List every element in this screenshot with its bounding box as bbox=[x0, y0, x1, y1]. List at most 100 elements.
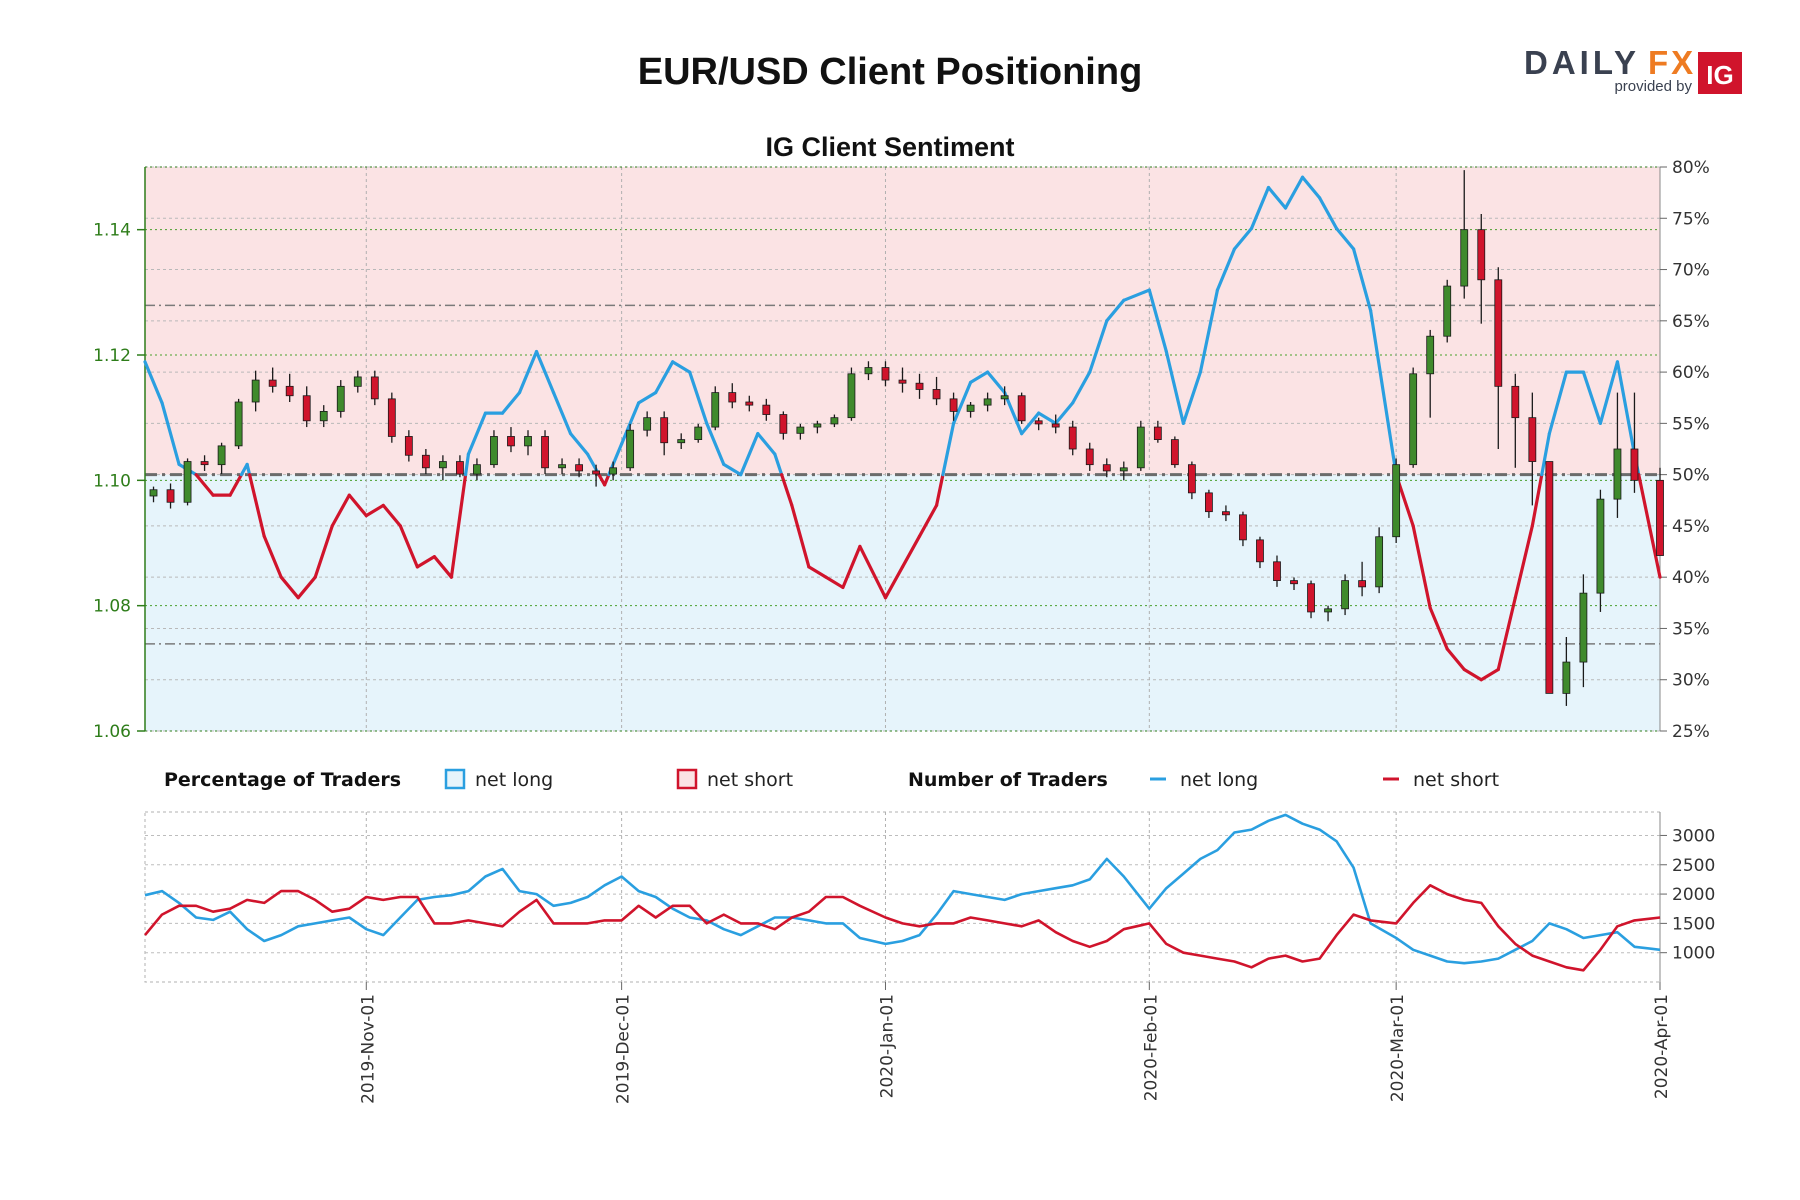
sentiment-segment bbox=[824, 575, 845, 590]
sentiment-segment bbox=[415, 555, 436, 569]
sentiment-segment bbox=[1540, 432, 1551, 477]
sentiment-segment bbox=[705, 421, 726, 466]
bear-candle bbox=[1222, 511, 1230, 516]
legend: Percentage of Traders net long net short Nu… bbox=[164, 768, 1499, 791]
pct-tick-label: 30% bbox=[1672, 671, 1710, 691]
price-tick-label: 1.10 bbox=[93, 471, 131, 491]
ig-badge bbox=[1698, 52, 1742, 94]
sentiment-segment bbox=[1547, 370, 1568, 436]
count-net-short-line bbox=[143, 883, 1661, 972]
bull-candle bbox=[1341, 580, 1349, 610]
bull-candle bbox=[149, 489, 158, 497]
bull-candle bbox=[813, 423, 822, 428]
bear-candle bbox=[1034, 420, 1043, 425]
sentiment-segment bbox=[296, 575, 317, 600]
count-net-long-line bbox=[144, 813, 1661, 965]
bull-candle bbox=[830, 417, 839, 425]
legend-pct-short-label: net short bbox=[707, 769, 793, 791]
bear-candle bbox=[898, 379, 907, 384]
bull-candle bbox=[217, 445, 226, 466]
sentiment-segment bbox=[841, 544, 862, 590]
sentiment-segment bbox=[620, 401, 641, 446]
pct-tick-label: 55% bbox=[1672, 414, 1710, 434]
pct-tick-label: 70% bbox=[1672, 261, 1710, 281]
sentiment-segment bbox=[500, 391, 522, 415]
x-tick-label: 2019-Dec-01 bbox=[614, 994, 634, 1104]
sentiment-segment bbox=[986, 370, 1007, 395]
bull-candle bbox=[1119, 467, 1128, 472]
bear-candle bbox=[762, 404, 771, 415]
ig-badge-label: IG bbox=[1706, 60, 1733, 90]
sentiment-segment bbox=[1164, 349, 1185, 425]
sentiment-segment bbox=[756, 432, 777, 456]
sentiment-segment bbox=[247, 473, 266, 538]
sentiment-segment bbox=[1198, 288, 1220, 374]
sentiment-segment bbox=[1496, 596, 1517, 672]
sentiment-segment bbox=[160, 401, 181, 466]
bull-candle bbox=[711, 392, 720, 428]
sentiment-segment bbox=[1215, 247, 1237, 292]
bull-candle bbox=[1579, 592, 1588, 663]
sentiment-segment bbox=[1411, 524, 1432, 610]
bear-candle bbox=[507, 436, 515, 447]
bear-candle bbox=[1017, 395, 1026, 422]
bear-candle bbox=[728, 392, 737, 403]
sentiment-segment bbox=[1334, 226, 1356, 251]
sentiment-segment bbox=[262, 534, 283, 579]
x-tick-label: 2020-Feb-01 bbox=[1141, 994, 1161, 1101]
pct-tick-label: 35% bbox=[1672, 619, 1710, 639]
sentiment-segment bbox=[671, 360, 692, 374]
bull-candle bbox=[643, 417, 652, 431]
sentiment-segment bbox=[313, 524, 334, 579]
bear-candle bbox=[1511, 385, 1520, 419]
bull-candle bbox=[677, 439, 686, 444]
bear-candle bbox=[1358, 580, 1367, 588]
price-tick-label: 1.08 bbox=[93, 597, 131, 617]
bear-candle bbox=[932, 389, 941, 400]
sentiment-segment bbox=[1020, 411, 1041, 436]
bull-candle bbox=[473, 464, 481, 475]
dailyfx-logo: DAILY FX provided by IG bbox=[1524, 44, 1742, 95]
sentiment-segment bbox=[1300, 175, 1322, 200]
bull-candle bbox=[1136, 426, 1145, 469]
sentiment-segment bbox=[1249, 185, 1271, 231]
bull-candle bbox=[847, 373, 856, 419]
chart-subtitle: IG Client Sentiment bbox=[765, 132, 1014, 162]
sentiment-segment bbox=[330, 493, 351, 528]
sentiment-segment bbox=[364, 503, 385, 518]
net-long-zone bbox=[145, 474, 1660, 731]
sentiment-segment bbox=[1581, 370, 1603, 425]
sentiment-segment bbox=[1615, 360, 1637, 456]
bear-candle bbox=[1170, 439, 1179, 466]
price-tick-label: 1.06 bbox=[93, 722, 131, 742]
x-tick-label: 2020-Jan-01 bbox=[877, 994, 897, 1098]
bear-candle bbox=[302, 395, 311, 422]
pct-tick-label: 50% bbox=[1672, 466, 1710, 486]
legend-num-short-label: net short bbox=[1413, 769, 1499, 791]
chart-title: EUR/USD Client Positioning bbox=[638, 51, 1143, 93]
legend-pct-short-swatch bbox=[676, 768, 698, 790]
sentiment-segment bbox=[245, 462, 252, 477]
sentiment-segment bbox=[466, 411, 488, 456]
bull-candle bbox=[319, 410, 328, 422]
sentiment-segment bbox=[1232, 226, 1254, 251]
bear-candle bbox=[949, 398, 958, 412]
bear-candle bbox=[1630, 448, 1639, 481]
bull-candle bbox=[1426, 335, 1435, 375]
sentiment-segment bbox=[1266, 185, 1288, 210]
bear-candle bbox=[1545, 461, 1554, 694]
pct-tick-label: 60% bbox=[1672, 363, 1710, 383]
sentiment-segment bbox=[858, 544, 888, 600]
bull-candle bbox=[1613, 448, 1622, 500]
bear-candle bbox=[1477, 229, 1486, 281]
count-tick-label: 1500 bbox=[1672, 914, 1715, 934]
bull-candle bbox=[1596, 498, 1605, 594]
legend-num-heading: Number of Traders bbox=[908, 769, 1108, 791]
bear-candle bbox=[915, 382, 924, 390]
sentiment-segment bbox=[917, 503, 939, 538]
sentiment-segment bbox=[143, 360, 164, 405]
bull-candle bbox=[1392, 464, 1401, 538]
sentiment-segment bbox=[637, 391, 658, 405]
pct-tick-label: 40% bbox=[1672, 568, 1710, 588]
sentiment-segment bbox=[968, 370, 990, 384]
